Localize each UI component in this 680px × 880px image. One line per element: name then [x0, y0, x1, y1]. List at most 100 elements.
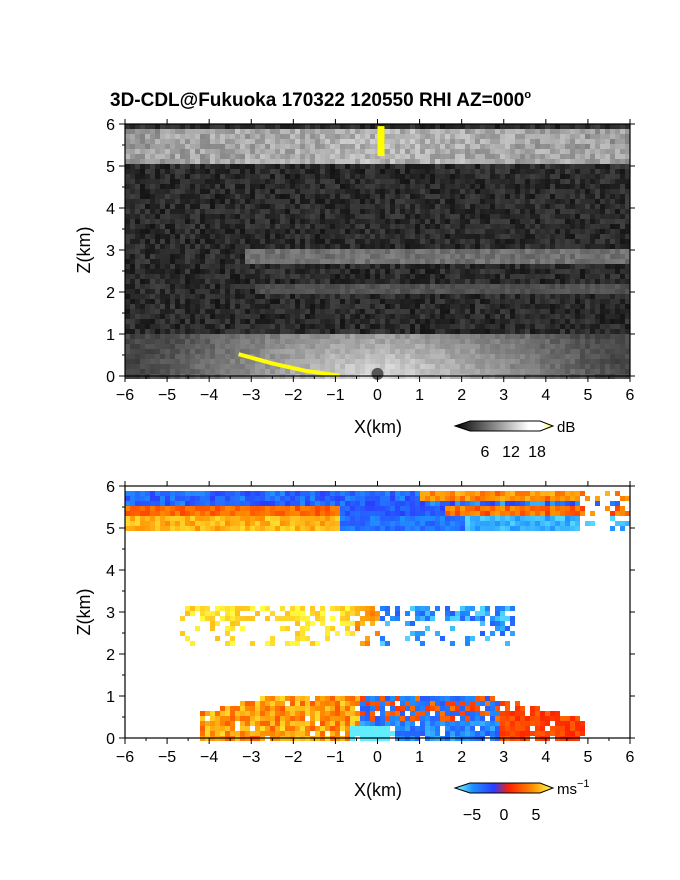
intensity-cell — [125, 289, 130, 294]
intensity-cell — [580, 334, 585, 339]
intensity-cell — [280, 289, 285, 294]
intensity-cell — [400, 304, 405, 309]
intensity-cell — [385, 184, 390, 189]
intensity-cell — [190, 179, 195, 184]
intensity-cell — [155, 264, 160, 269]
intensity-cell — [620, 339, 625, 344]
intensity-cell — [540, 144, 545, 149]
intensity-cell — [220, 124, 225, 129]
intensity-cell — [405, 234, 410, 239]
intensity-cell — [570, 244, 575, 249]
intensity-cell — [615, 344, 620, 349]
intensity-cell — [445, 204, 450, 209]
intensity-cell — [510, 244, 515, 249]
intensity-cell — [200, 319, 205, 324]
intensity-cell — [620, 169, 625, 174]
intensity-cell — [215, 299, 220, 304]
intensity-cell — [470, 259, 475, 264]
intensity-cell — [185, 174, 190, 179]
intensity-cell — [315, 249, 320, 254]
intensity-cell — [565, 234, 570, 239]
intensity-cell — [530, 269, 535, 274]
intensity-cell — [525, 294, 530, 299]
intensity-cell — [330, 239, 335, 244]
intensity-cell — [185, 339, 190, 344]
intensity-cell — [245, 364, 250, 369]
intensity-cell — [150, 269, 155, 274]
intensity-cell — [575, 244, 580, 249]
intensity-cell — [340, 249, 345, 254]
intensity-cell — [170, 314, 175, 319]
intensity-cell — [505, 239, 510, 244]
intensity-cell — [340, 129, 345, 134]
intensity-cell — [300, 259, 305, 264]
intensity-cell — [300, 189, 305, 194]
intensity-cell — [290, 339, 295, 344]
intensity-cell — [415, 224, 420, 229]
intensity-cell — [140, 209, 145, 214]
intensity-cell — [170, 189, 175, 194]
intensity-cell — [245, 154, 250, 159]
intensity-cell — [310, 209, 315, 214]
intensity-cell — [390, 344, 395, 349]
intensity-cell — [200, 174, 205, 179]
intensity-cell — [325, 304, 330, 309]
intensity-cell — [320, 274, 325, 279]
intensity-cell — [490, 359, 495, 364]
intensity-cell — [240, 329, 245, 334]
intensity-cell — [425, 254, 430, 259]
intensity-cell — [435, 144, 440, 149]
intensity-cell — [495, 319, 500, 324]
intensity-cell — [550, 189, 555, 194]
intensity-cell — [240, 254, 245, 259]
intensity-cell — [475, 174, 480, 179]
intensity-cell — [625, 169, 630, 174]
intensity-cell — [520, 244, 525, 249]
intensity-cell — [485, 124, 490, 129]
intensity-cell — [410, 344, 415, 349]
intensity-cell — [285, 334, 290, 339]
intensity-cell — [595, 144, 600, 149]
intensity-cell — [590, 249, 595, 254]
intensity-cell — [325, 194, 330, 199]
intensity-cell — [280, 254, 285, 259]
intensity-cell — [430, 289, 435, 294]
intensity-cell — [295, 334, 300, 339]
intensity-cell — [155, 329, 160, 334]
intensity-cell — [250, 284, 255, 289]
intensity-cell — [195, 284, 200, 289]
intensity-cell — [470, 364, 475, 369]
intensity-cell — [410, 149, 415, 154]
intensity-cell — [220, 194, 225, 199]
intensity-cell — [375, 314, 380, 319]
intensity-cell — [200, 224, 205, 229]
intensity-cell — [360, 149, 365, 154]
intensity-cell — [325, 339, 330, 344]
intensity-cell — [420, 164, 425, 169]
intensity-cell — [245, 254, 250, 259]
intensity-cell — [220, 339, 225, 344]
intensity-cell — [495, 159, 500, 164]
intensity-cell — [590, 134, 595, 139]
intensity-cell — [415, 329, 420, 334]
intensity-cell — [485, 154, 490, 159]
intensity-cell — [370, 279, 375, 284]
intensity-cell — [425, 294, 430, 299]
intensity-cell — [465, 164, 470, 169]
intensity-cell — [615, 334, 620, 339]
intensity-cell — [500, 264, 505, 269]
intensity-cell — [335, 244, 340, 249]
intensity-cell — [440, 274, 445, 279]
intensity-cell — [300, 124, 305, 129]
intensity-cell — [370, 134, 375, 139]
intensity-cell — [465, 169, 470, 174]
intensity-cell — [195, 164, 200, 169]
intensity-cell — [145, 364, 150, 369]
intensity-cell — [455, 224, 460, 229]
intensity-cell — [305, 189, 310, 194]
intensity-cell — [440, 184, 445, 189]
intensity-cell — [415, 319, 420, 324]
intensity-cell — [510, 159, 515, 164]
intensity-cell — [140, 244, 145, 249]
intensity-cell — [335, 204, 340, 209]
